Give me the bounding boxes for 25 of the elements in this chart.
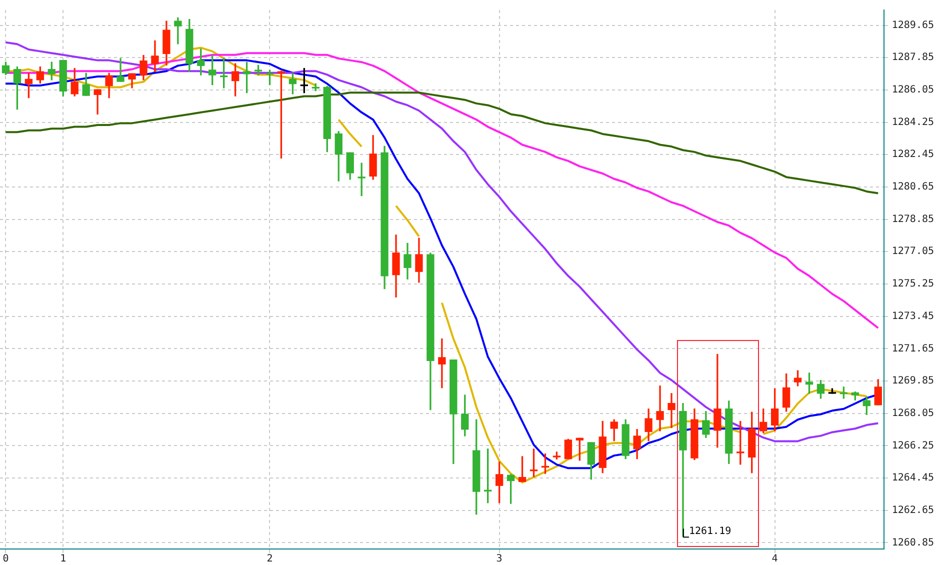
- x-tick-label: 0: [2, 554, 9, 565]
- x-tick-label: 1: [60, 554, 66, 565]
- x-tick-label: 4: [772, 554, 778, 565]
- y-tick-label: 1286.05: [892, 84, 934, 96]
- y-tick-label: 1277.05: [892, 246, 934, 258]
- y-tick-label: 1282.45: [892, 149, 934, 160]
- annotation: 1261.19: [688, 526, 732, 538]
- candlestick: [552, 452, 561, 460]
- y-tick-label: 1287.85: [892, 52, 934, 64]
- y-tick-label: 1284.25: [892, 116, 934, 128]
- y-tick-label: 1289.65: [892, 20, 934, 31]
- y-tick-label: 1273.45: [892, 310, 934, 322]
- y-tick-label: 1266.25: [892, 440, 934, 452]
- y-tick-label: 1271.65: [892, 343, 934, 354]
- y-tick-label: 1269.85: [892, 376, 934, 387]
- y-tick-label: 1268.05: [892, 408, 934, 419]
- y-tick-label: 1262.65: [892, 504, 934, 516]
- y-tick-label: 1275.25: [892, 278, 934, 290]
- x-tick-label: 2: [266, 554, 273, 565]
- y-tick-label: 1260.85: [892, 537, 934, 548]
- y-tick-label: 1264.45: [892, 472, 934, 484]
- candlestick: [358, 162, 366, 196]
- y-tick-label: 1278.85: [892, 214, 934, 225]
- x-tick-label: 3: [496, 554, 502, 565]
- y-tick-label: 1280.65: [892, 182, 934, 193]
